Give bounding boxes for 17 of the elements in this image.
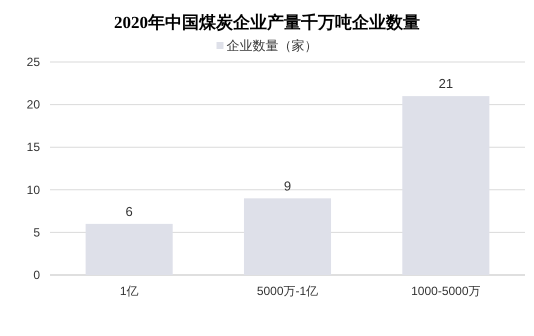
y-tick-label: 25: [26, 55, 40, 69]
y-tick-label: 15: [26, 140, 40, 154]
legend-label: 企业数量（家）: [226, 38, 318, 53]
y-tick-label: 5: [33, 225, 40, 240]
y-tick-label: 0: [33, 268, 40, 282]
y-tick-label: 20: [26, 98, 40, 112]
bar: [244, 198, 332, 275]
data-label: 21: [438, 76, 454, 92]
y-tick-label: 10: [26, 182, 40, 197]
data-label: 9: [284, 178, 292, 194]
x-tick-label: 1亿: [120, 284, 139, 298]
bar: [402, 96, 490, 275]
bar: [86, 224, 173, 275]
chart-title: 2020年中国煤炭企业产量千万吨企业数量: [114, 13, 420, 32]
x-tick-label: 1000-5000万: [411, 284, 481, 298]
x-tick-label: 5000万-1亿: [256, 284, 318, 298]
data-label: 6: [126, 204, 133, 219]
